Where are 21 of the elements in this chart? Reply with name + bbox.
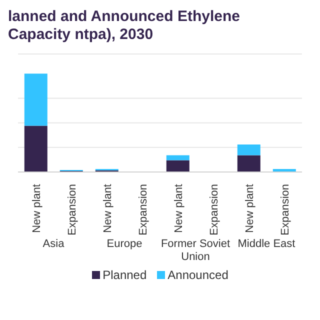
legend-label: Announced: [166, 268, 228, 282]
bar: [237, 144, 260, 156]
legend-label: Planned: [102, 268, 147, 282]
text: Europe: [106, 238, 144, 252]
chart-title: lanned and Announced Ethylene Capacity ntpa), 2030: [8, 8, 241, 44]
x-tick-label: Expansion: [208, 184, 220, 236]
bar: [24, 126, 48, 172]
x-tick-label: New plant: [102, 184, 114, 233]
x-tick-label: New plant: [30, 184, 43, 233]
bar: [237, 155, 260, 172]
x-tick-label: New plant: [244, 184, 256, 233]
bar: [24, 74, 48, 126]
x-tick-label: Expansion: [279, 184, 292, 236]
x-tick-label: Expansion: [66, 184, 78, 236]
bar: [166, 160, 190, 172]
x-tick-label: New plant: [172, 184, 185, 233]
text: Former Soviet Union: [160, 238, 231, 264]
bar: [166, 155, 190, 160]
text: Middle East: [236, 238, 296, 252]
text: Asia: [42, 238, 66, 252]
x-tick-label: Expansion: [137, 184, 150, 236]
